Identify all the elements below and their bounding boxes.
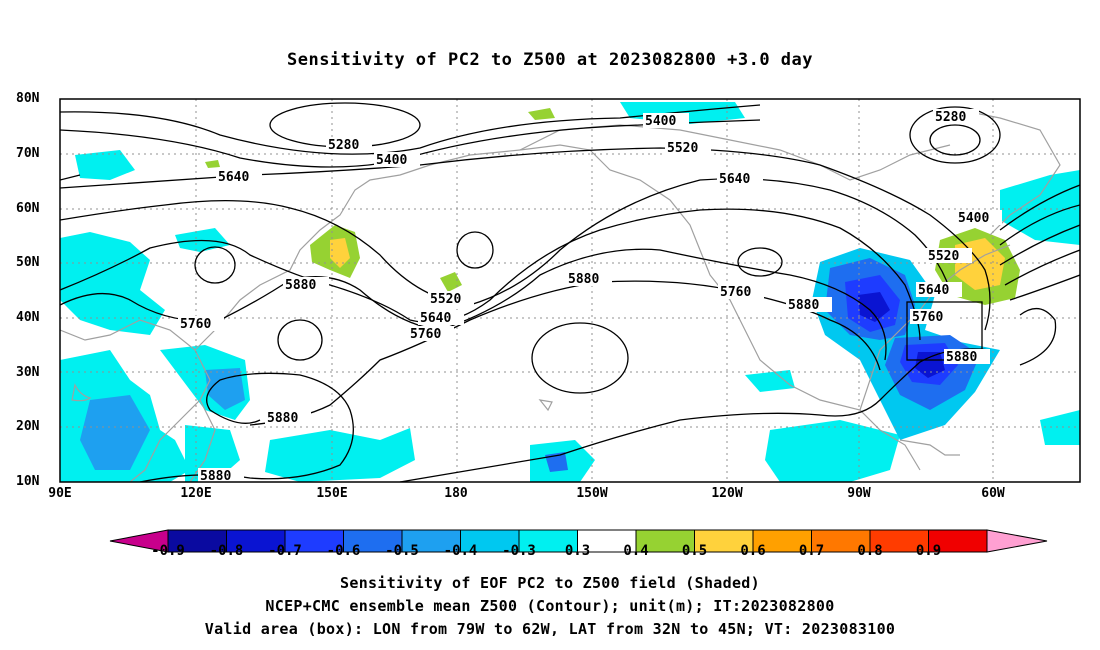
colorbar-tick-label: -0.5 bbox=[385, 543, 419, 559]
contour-label: 5400 bbox=[958, 211, 989, 226]
colorbar-tick-label: -0.7 bbox=[268, 543, 302, 559]
colorbar-tick-label: 0.9 bbox=[915, 543, 942, 559]
contour-label: 5880 bbox=[200, 469, 231, 484]
lat-label-50n: 50N bbox=[16, 255, 40, 270]
map-frame bbox=[59, 98, 1081, 483]
colorbar-tick-label: -0.8 bbox=[209, 543, 244, 559]
lon-label-120e: 120E bbox=[180, 486, 212, 501]
contour-labels: 5280 5400 5640 5880 5760 5880 5880 5520 … bbox=[178, 109, 1002, 484]
contour-label: 5880 bbox=[788, 298, 819, 313]
contour-label: 5640 bbox=[218, 170, 249, 185]
contour-label: 5880 bbox=[267, 411, 298, 426]
colorbar-tick-label: 0.8 bbox=[857, 543, 883, 559]
contour-label: 5520 bbox=[430, 292, 461, 307]
contour-label: 5640 bbox=[918, 283, 949, 298]
contour-label: 5880 bbox=[946, 350, 977, 365]
contour-label: 5280 bbox=[328, 138, 359, 153]
contour-label: 5760 bbox=[912, 310, 943, 325]
colorbar-tick-label: 0.4 bbox=[623, 543, 649, 559]
lat-label-80n: 80N bbox=[16, 91, 40, 106]
contour-label: 5640 bbox=[420, 311, 451, 326]
lon-label-120w: 120W bbox=[711, 486, 743, 501]
colorbar-tick-label: 0.5 bbox=[681, 543, 708, 559]
colorbar-tick-label: 0.6 bbox=[740, 543, 766, 559]
lat-label-30n: 30N bbox=[16, 365, 40, 380]
footer-line-1: Sensitivity of EOF PC2 to Z500 field (Sh… bbox=[340, 574, 760, 592]
colorbar-tick-label: -0.9 bbox=[151, 543, 185, 559]
colorbar-tick-label: -0.4 bbox=[443, 543, 478, 559]
contour-label: 5400 bbox=[376, 153, 407, 168]
contour-label: 5880 bbox=[285, 278, 316, 293]
lon-label-90w: 90W bbox=[847, 486, 871, 501]
colorbar-tick-label: -0.3 bbox=[502, 543, 536, 559]
grid-lines bbox=[60, 99, 1080, 482]
footer-line-3: Valid area (box): LON from 79W to 62W, L… bbox=[204, 620, 896, 638]
contour-label: 5400 bbox=[645, 114, 676, 129]
colorbar-tick-label: 0.3 bbox=[564, 543, 591, 559]
contour-label: 5880 bbox=[568, 272, 599, 287]
lat-label-70n: 70N bbox=[16, 146, 40, 161]
contour-label: 5280 bbox=[935, 110, 966, 125]
lat-label-10n: 10N bbox=[16, 474, 40, 489]
lat-label-60n: 60N bbox=[16, 201, 40, 216]
lon-label-90e: 90E bbox=[48, 486, 72, 501]
footer-line-2: NCEP+CMC ensemble mean Z500 (Contour); u… bbox=[265, 597, 835, 615]
contour-label: 5760 bbox=[720, 285, 751, 300]
shading-negative bbox=[60, 102, 1080, 482]
contour-label: 5520 bbox=[928, 249, 959, 264]
contour-label: 5520 bbox=[667, 141, 698, 156]
contour-label: 5760 bbox=[180, 317, 211, 332]
lat-label-40n: 40N bbox=[16, 310, 40, 325]
contour-label: 5760 bbox=[410, 327, 441, 342]
lon-label-150e: 150E bbox=[316, 486, 348, 501]
colorbar-tick-label: 0.7 bbox=[798, 543, 825, 559]
lon-label-150w: 150W bbox=[576, 486, 608, 501]
colorbar-tick-label: -0.6 bbox=[326, 543, 361, 559]
contour-label: 5640 bbox=[719, 172, 750, 187]
lon-label-180: 180 bbox=[444, 486, 468, 501]
plot-title: Sensitivity of PC2 to Z500 at 2023082800… bbox=[286, 50, 813, 70]
lon-label-60w: 60W bbox=[981, 486, 1005, 501]
lat-label-20n: 20N bbox=[16, 419, 40, 434]
